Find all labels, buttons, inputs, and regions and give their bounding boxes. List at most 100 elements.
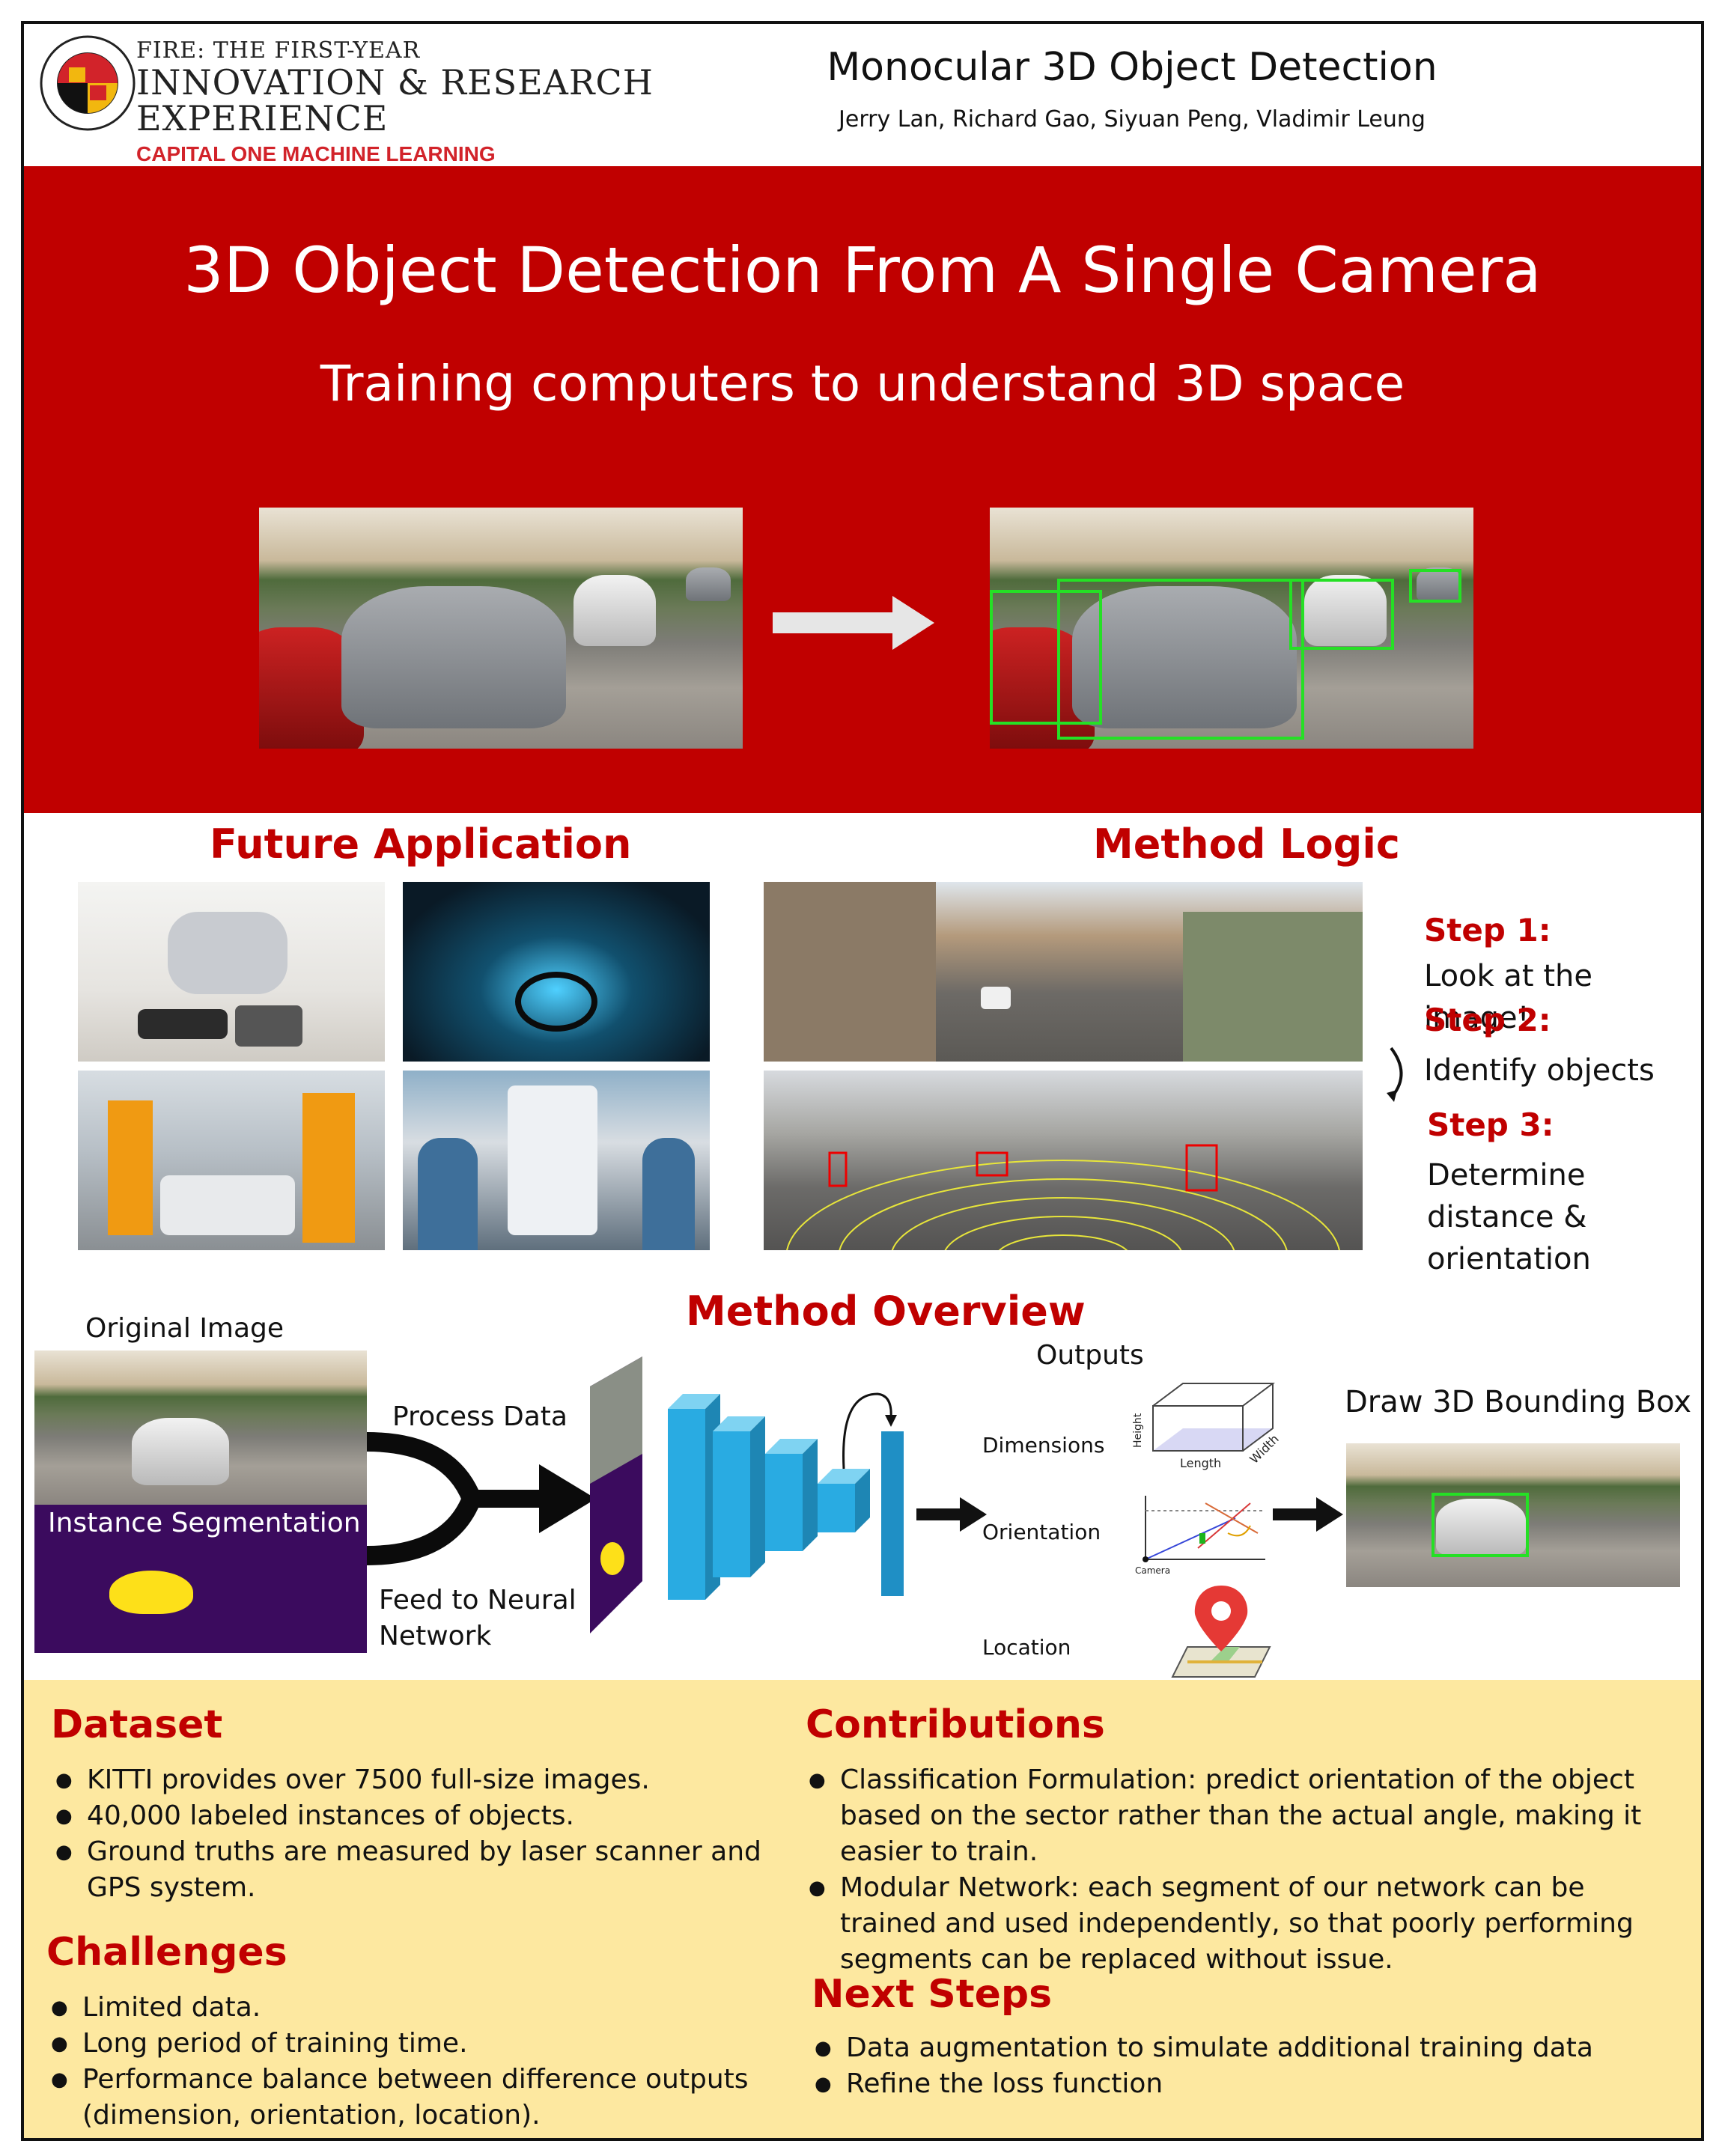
future-application-heading: Future Application <box>210 820 632 868</box>
grey-car <box>1072 586 1297 728</box>
step-3-text: Determine distance & orientation <box>1427 1154 1591 1280</box>
step-1-label: Step 1: <box>1424 912 1551 948</box>
list-item: Performance balance between difference o… <box>48 2062 797 2134</box>
list-item: KITTI provides over 7500 full-size image… <box>52 1762 801 1798</box>
surgeon <box>642 1138 695 1250</box>
curved-arrow-icon <box>1387 1047 1403 1102</box>
network-input-stack <box>590 1356 642 1633</box>
location-pin-icon <box>1171 1586 1271 1678</box>
building-left <box>764 882 936 1062</box>
outputs-label: Outputs <box>1036 1340 1144 1371</box>
robot-kitchen-photo <box>78 882 385 1062</box>
steering-wheel <box>515 972 597 1032</box>
list-item: Limited data. <box>48 1990 797 2026</box>
fire-program-logo: FIRE: THE FIRST-YEAR INNOVATION & RESEAR… <box>136 37 654 166</box>
banner-subtitle: Training computers to understand 3D spac… <box>320 355 1405 412</box>
step-3-line-2: distance & <box>1427 1200 1587 1234</box>
right-arrow-icon <box>773 596 934 650</box>
location-label: Location <box>982 1635 1071 1660</box>
dataset-list: KITTI provides over 7500 full-size image… <box>52 1762 801 1906</box>
far-car <box>1417 567 1461 601</box>
distance-rings <box>786 1144 1340 1250</box>
university-seal-logo <box>40 35 136 131</box>
length-label: Length <box>1180 1456 1221 1470</box>
autonomous-car-interior-photo <box>403 882 710 1062</box>
step-3-line-3: orientation <box>1427 1242 1591 1276</box>
method-logic-heading: Method Logic <box>1093 820 1400 868</box>
step-2-text: Identify objects <box>1424 1053 1655 1088</box>
3d-box-front <box>1057 579 1304 740</box>
contributions-list: Classification Formulation: predict orie… <box>806 1762 1674 1978</box>
step-3-label: Step 3: <box>1427 1106 1554 1143</box>
pot <box>235 1005 302 1047</box>
far-car <box>686 567 731 601</box>
arrow-to-outputs-icon <box>916 1497 987 1532</box>
surgeon <box>418 1138 478 1250</box>
next-steps-heading: Next Steps <box>812 1972 1053 2017</box>
segmentation-mask <box>109 1571 193 1614</box>
car <box>981 987 1011 1009</box>
camera-label: Camera <box>1135 1565 1170 1576</box>
header: FIRE: THE FIRST-YEAR INNOVATION & RESEAR… <box>24 24 1701 166</box>
pan <box>138 1009 228 1039</box>
robot-arm-orange <box>302 1093 355 1243</box>
orientation-label: Orientation <box>982 1520 1101 1544</box>
list-item: Ground truths are measured by laser scan… <box>52 1834 801 1906</box>
output-street-photo <box>990 508 1473 749</box>
contributions-heading: Contributions <box>806 1702 1105 1747</box>
fire-line-4: CAPITAL ONE MACHINE LEARNING <box>136 142 496 165</box>
robot-arm-orange <box>108 1100 153 1235</box>
neural-network-diagram <box>668 1392 904 1600</box>
step-3-line-1: Determine <box>1427 1158 1586 1193</box>
fire-line-3: EXPERIENCE <box>136 98 389 138</box>
car-body <box>160 1175 295 1235</box>
process-data-label: Process Data <box>392 1401 568 1432</box>
feed-line-2: Network <box>379 1621 492 1651</box>
fire-line-2: INNOVATION & RESEARCH <box>136 62 654 103</box>
trees-right <box>1183 912 1363 1062</box>
list-item: Refine the loss function <box>812 2066 1673 2102</box>
3d-box-far <box>1409 569 1461 603</box>
white-car <box>1436 1499 1526 1556</box>
white-car <box>1304 575 1387 646</box>
step-2-label: Step 2: <box>1424 1002 1551 1038</box>
dimensions-cube-icon: Height Length Width <box>1132 1383 1282 1470</box>
poster: FIRE: THE FIRST-YEAR INNOVATION & RESEAR… <box>21 21 1704 2141</box>
method-overview-heading: Method Overview <box>686 1288 1086 1335</box>
robot-arm <box>168 912 288 994</box>
white-car <box>132 1418 229 1485</box>
step-1-text: Look at the image! <box>1424 959 1592 1035</box>
feed-network-label: Feed to Neural Network <box>379 1583 576 1654</box>
input-street-photo <box>259 508 743 749</box>
challenges-heading: Challenges <box>46 1930 288 1975</box>
orientation-diagram-icon: Camera <box>1135 1496 1265 1576</box>
fire-line-1: FIRE: THE FIRST-YEAR <box>136 37 421 64</box>
dimensions-label: Dimensions <box>982 1433 1105 1458</box>
height-label: Height <box>1132 1413 1144 1448</box>
result-image-photo <box>1346 1443 1680 1587</box>
poster-title: Monocular 3D Object Detection <box>827 45 1438 90</box>
banner-title: 3D Object Detection From A Single Camera <box>183 234 1542 307</box>
red-banner: 3D Object Detection From A Single Camera… <box>24 166 1701 813</box>
bottom-panel: Dataset KITTI provides over 7500 full-si… <box>24 1680 1701 2138</box>
list-item: Long period of training time. <box>48 2026 797 2062</box>
arrow-to-result-icon <box>1273 1497 1343 1532</box>
white-car <box>574 575 656 646</box>
surgical-robot-photo <box>403 1071 710 1250</box>
draw-box-label: Draw 3D Bounding Box <box>1345 1385 1692 1419</box>
list-item: Classification Formulation: predict orie… <box>806 1762 1674 1870</box>
detected-scene-photo <box>764 1071 1363 1250</box>
merge-arrow-icon <box>367 1432 596 1565</box>
list-item: Data augmentation to simulate additional… <box>812 2030 1673 2066</box>
list-item: 40,000 labeled instances of objects. <box>52 1798 801 1834</box>
3d-box-back <box>990 590 1102 725</box>
poster-authors: Jerry Lan, Richard Gao, Siyuan Peng, Vla… <box>839 106 1426 133</box>
street-scene-photo <box>764 882 1363 1062</box>
list-item: Modular Network: each segment of our net… <box>806 1870 1674 1978</box>
instance-segmentation-panel: Instance Segmentation <box>34 1505 367 1653</box>
feed-line-1: Feed to Neural <box>379 1585 576 1616</box>
result-3d-box <box>1432 1493 1529 1557</box>
challenges-list: Limited data. Long period of training ti… <box>48 1990 797 2134</box>
dataset-heading: Dataset <box>51 1702 223 1747</box>
instance-seg-label: Instance Segmentation <box>48 1508 361 1538</box>
